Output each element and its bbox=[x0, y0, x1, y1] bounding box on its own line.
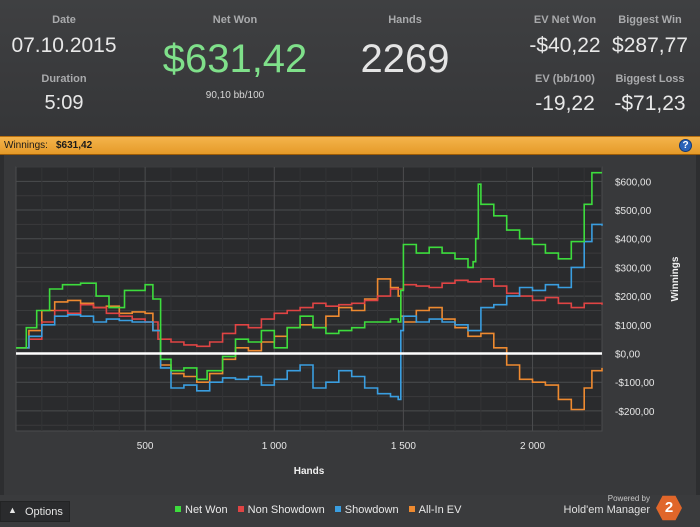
session-summary: Date 07.10.2015 Duration 5:09 Net Won $6… bbox=[0, 0, 700, 136]
options-label: Options bbox=[25, 506, 63, 518]
plot-background bbox=[15, 166, 603, 432]
legend-item-all-in-ev[interactable]: All-In EV bbox=[408, 504, 462, 516]
winnings-title-bar: Winnings: $631,42 ? bbox=[0, 136, 700, 155]
biggest-win-label: Biggest Win bbox=[618, 14, 682, 26]
legend-label: Showdown bbox=[344, 504, 399, 516]
winnings-label: Winnings: bbox=[4, 140, 48, 151]
series-line-non-showdown bbox=[16, 278, 603, 349]
legend-item-showdown[interactable]: Showdown bbox=[334, 504, 399, 516]
ev-net-won-label: EV Net Won bbox=[533, 14, 597, 26]
y-tick-label: $600,00 bbox=[615, 177, 652, 188]
powered-by-text: Powered by bbox=[607, 494, 650, 503]
net-won-label: Net Won bbox=[212, 14, 258, 26]
y-tick-label: -$100,00 bbox=[615, 378, 655, 389]
ev-bb100-value: -19,22 bbox=[535, 92, 595, 115]
winnings-chart: $600,00 $500,00 $400,00 $300,00 $200,00 $100,… bbox=[0, 155, 700, 495]
footer: ▲ Options Net Won Non Showdown Showdown … bbox=[0, 494, 700, 527]
legend-item-net-won[interactable]: Net Won bbox=[175, 504, 228, 516]
x-tick-label: 1 500 bbox=[391, 441, 416, 452]
x-axis-label: Hands bbox=[294, 466, 325, 477]
options-button[interactable]: ▲ Options bbox=[0, 501, 70, 522]
y-tick-label: $400,00 bbox=[615, 235, 652, 246]
legend-swatch bbox=[175, 506, 181, 512]
y-tick-label: $100,00 bbox=[615, 321, 652, 332]
chart-legend: Net Won Non Showdown Showdown All-In EV bbox=[175, 504, 468, 516]
biggest-loss-value: -$71,23 bbox=[614, 92, 686, 115]
date-label: Date bbox=[52, 14, 76, 26]
chevron-up-icon: ▲ bbox=[8, 505, 17, 515]
winnings-chart-svg: $600,00 $500,00 $400,00 $300,00 $200,00 $100,… bbox=[15, 166, 681, 477]
x-tick-label: 500 bbox=[137, 441, 154, 452]
y-tick-label: $500,00 bbox=[615, 206, 652, 217]
legend-label: Net Won bbox=[185, 504, 228, 516]
hm2-logo: 2 bbox=[656, 495, 682, 521]
legend-item-non-showdown[interactable]: Non Showdown bbox=[237, 504, 325, 516]
hands-value: 2269 bbox=[360, 37, 450, 81]
y-tick-label: $200,00 bbox=[615, 292, 652, 303]
y-tick-label: $0,00 bbox=[615, 350, 640, 361]
legend-label: Non Showdown bbox=[247, 504, 325, 516]
series-line-showdown bbox=[16, 223, 603, 401]
y-axis-label: Winnings bbox=[670, 256, 681, 301]
date-value: 07.10.2015 bbox=[11, 34, 117, 57]
x-tick-label: 2 000 bbox=[520, 441, 545, 452]
legend-swatch bbox=[334, 506, 341, 512]
legend-label: All-In EV bbox=[418, 504, 462, 516]
duration-value: 5:09 bbox=[44, 92, 84, 114]
y-tick-label: -$200,00 bbox=[615, 407, 655, 418]
y-tick-label: $300,00 bbox=[615, 263, 652, 274]
biggest-loss-label: Biggest Loss bbox=[615, 73, 685, 85]
ev-bb100-label: EV (bb/100) bbox=[535, 73, 595, 85]
net-won-bb100: 90,10 bb/100 bbox=[205, 90, 265, 101]
biggest-win-value: $287,77 bbox=[612, 34, 688, 57]
series-line-net-won bbox=[16, 171, 602, 381]
winnings-amount: $631,42 bbox=[56, 140, 93, 151]
hands-label: Hands bbox=[388, 14, 422, 26]
legend-swatch bbox=[408, 506, 415, 512]
duration-label: Duration bbox=[41, 73, 87, 85]
ev-net-won-value: -$40,22 bbox=[529, 34, 601, 57]
legend-swatch bbox=[237, 506, 244, 512]
question-icon[interactable]: ? bbox=[679, 139, 692, 152]
x-tick-label: 1 000 bbox=[262, 441, 287, 452]
brand-name: Hold'em Manager bbox=[563, 504, 650, 516]
net-won-value: $631,42 bbox=[162, 37, 308, 81]
brand-badge: Powered by Hold'em Manager 2 bbox=[562, 494, 682, 525]
